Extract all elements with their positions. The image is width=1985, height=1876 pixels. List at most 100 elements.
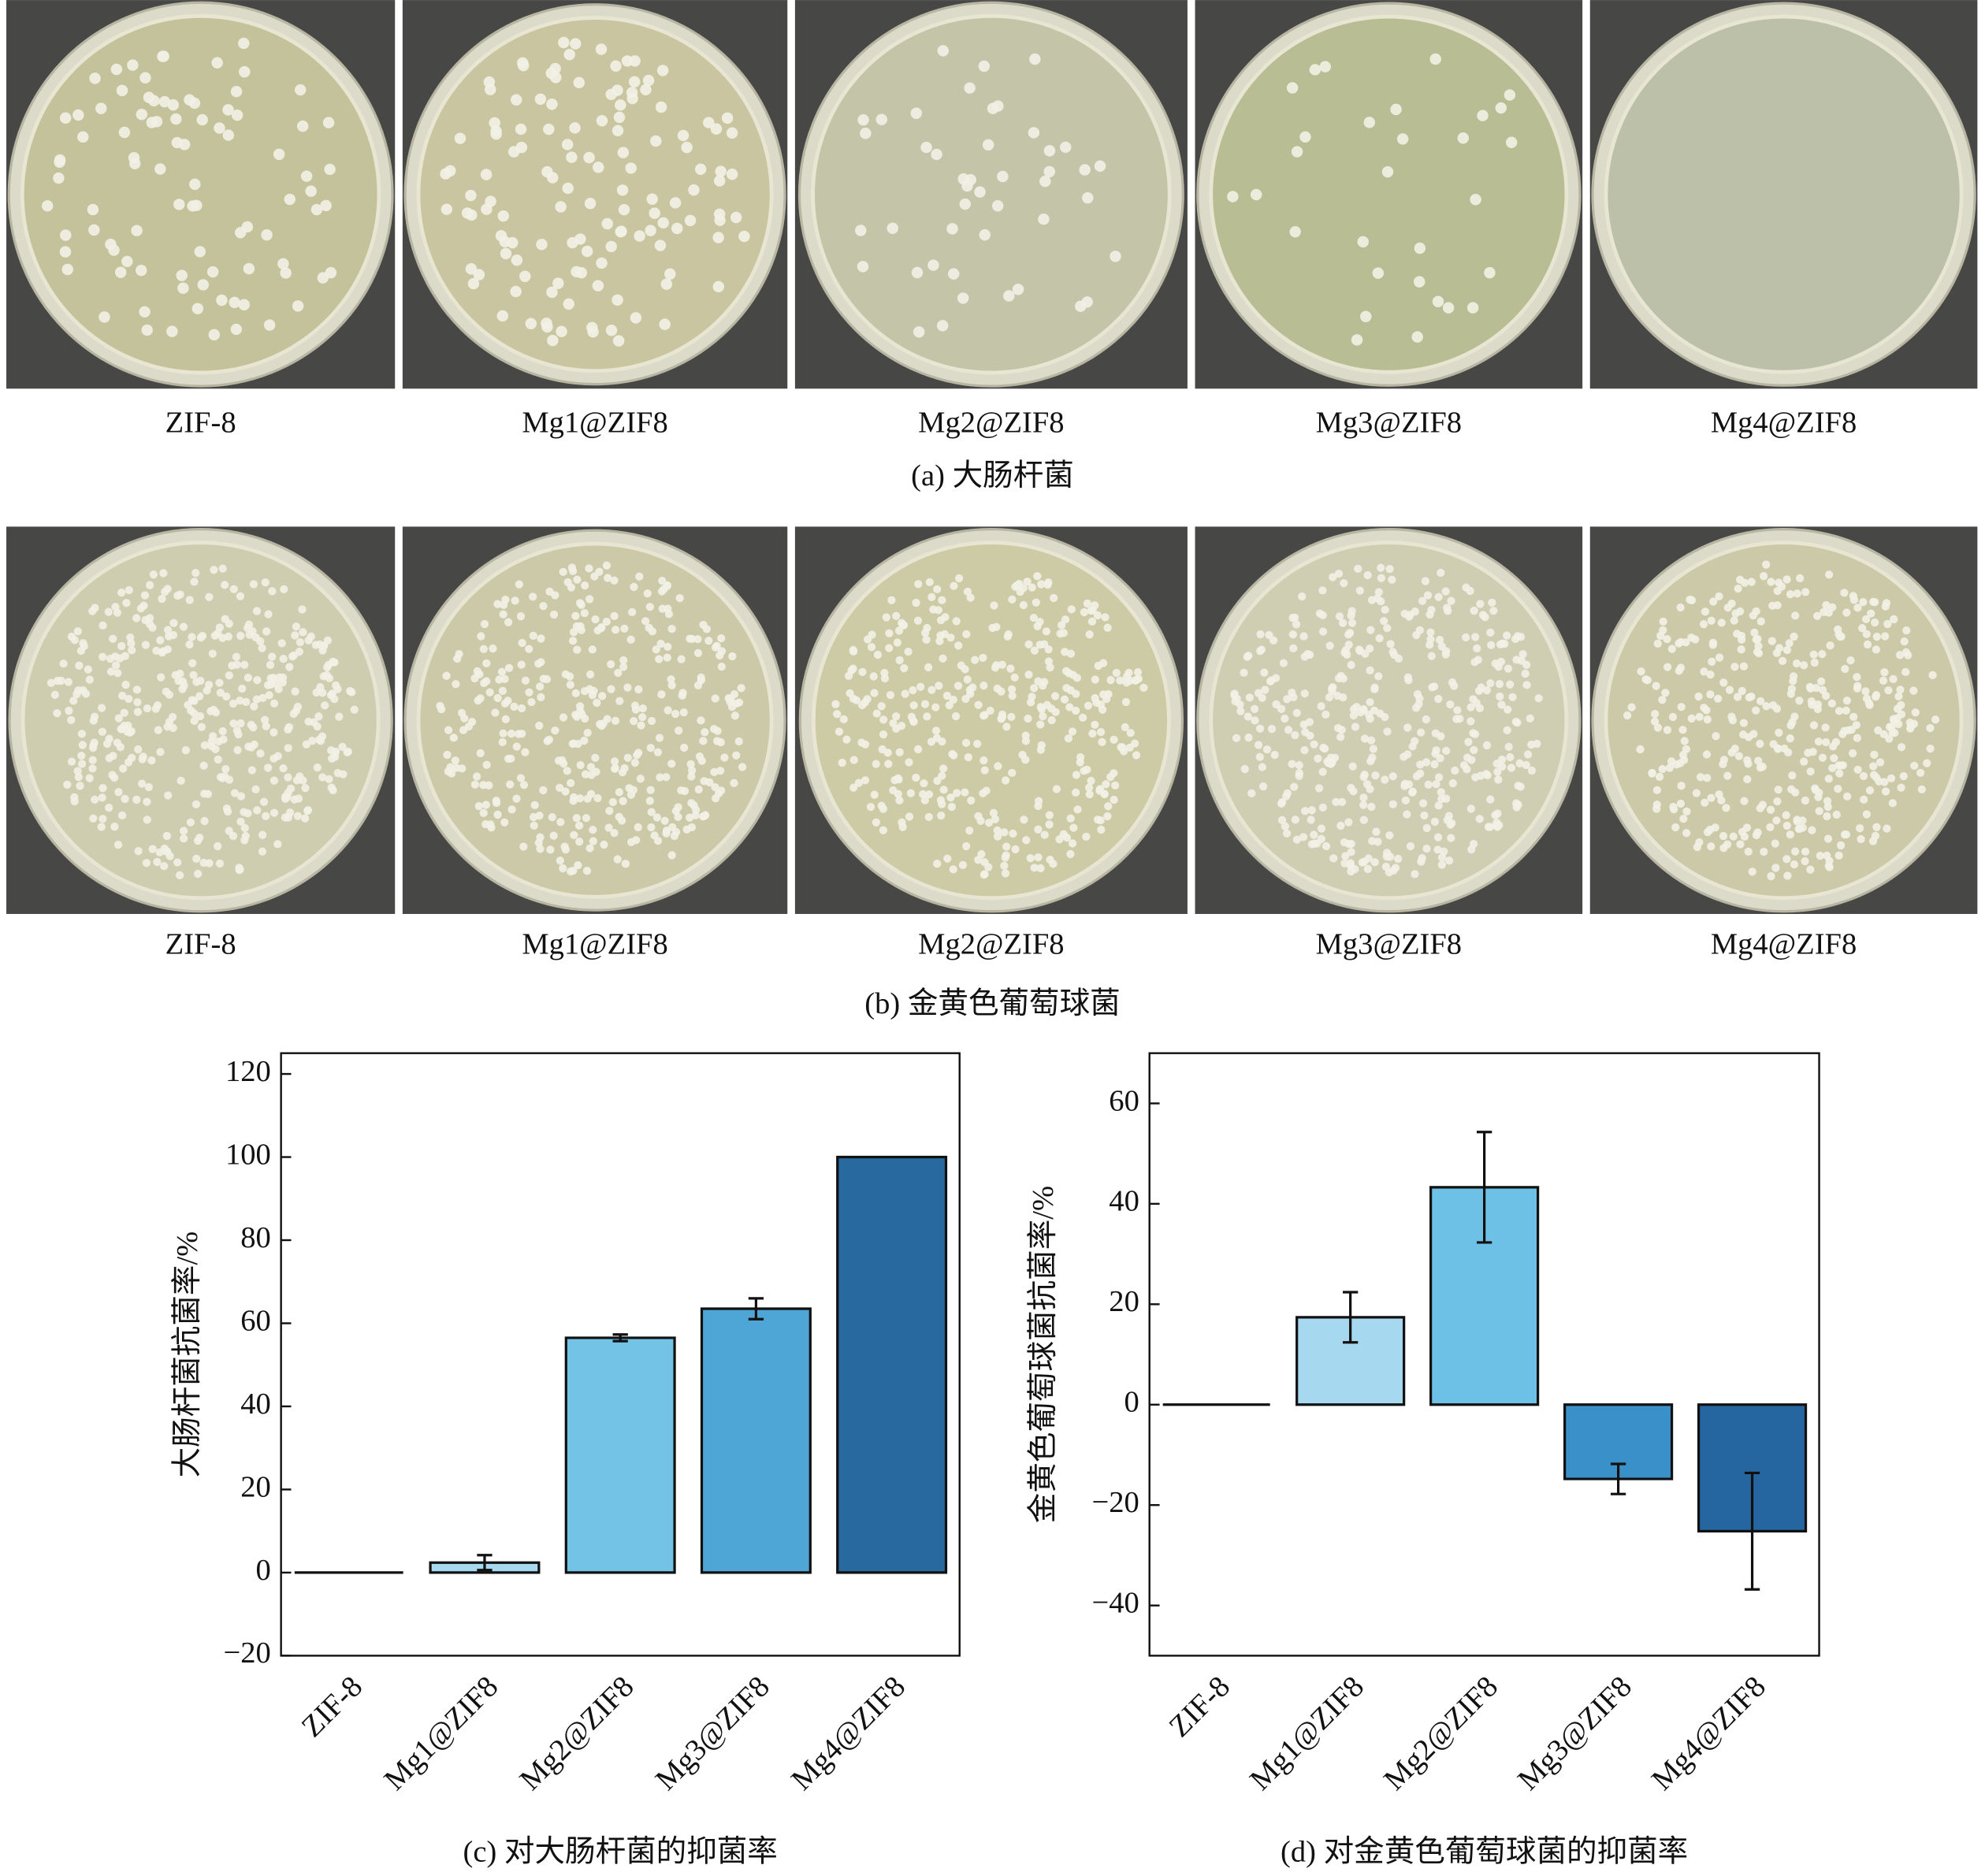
colony [1659, 617, 1667, 626]
colony [269, 776, 279, 785]
colony [674, 803, 682, 812]
colony [993, 826, 1002, 835]
colony [1821, 692, 1831, 700]
colony [259, 797, 269, 806]
colony [1888, 799, 1898, 808]
colony [136, 108, 148, 121]
colony [1771, 839, 1779, 848]
colony [586, 789, 596, 798]
colony [1281, 714, 1289, 723]
colony [904, 647, 913, 656]
colony [671, 222, 683, 235]
colony [452, 680, 460, 689]
colony [473, 269, 485, 280]
colony [1853, 682, 1862, 690]
colony [171, 136, 184, 149]
colony [948, 268, 960, 280]
colony [663, 653, 671, 662]
colony [529, 593, 537, 601]
colony [214, 122, 225, 134]
colony [269, 808, 279, 817]
petri-photo [1589, 526, 1978, 914]
colony [938, 596, 946, 604]
colony [1931, 715, 1940, 724]
colony [998, 660, 1007, 669]
colony [198, 631, 207, 641]
colony [1006, 664, 1015, 673]
bar [700, 1307, 812, 1574]
colony [1487, 641, 1496, 649]
colony [54, 154, 66, 166]
bar [1563, 1403, 1674, 1480]
colony [1806, 865, 1815, 874]
colony [482, 677, 491, 685]
colony [516, 612, 526, 621]
colony [1470, 193, 1481, 206]
colony [675, 726, 683, 735]
colony [1623, 711, 1632, 720]
colony [173, 591, 182, 600]
colony [1715, 653, 1724, 662]
colony [1506, 752, 1515, 762]
colony [1652, 682, 1660, 690]
bar [564, 1336, 676, 1574]
colony [105, 734, 113, 743]
colony [575, 266, 588, 279]
colony [215, 623, 225, 632]
colony [1255, 724, 1265, 733]
colony [1427, 652, 1436, 660]
colony [716, 767, 725, 775]
colony [1243, 712, 1252, 721]
colony [1821, 723, 1830, 732]
colony [256, 637, 265, 646]
colony [638, 704, 648, 713]
colony [1734, 752, 1744, 760]
colony [663, 581, 671, 590]
colony [214, 737, 223, 746]
colony [273, 148, 285, 161]
colony [1091, 720, 1099, 730]
colony [728, 652, 737, 661]
colony [1788, 771, 1797, 780]
colony [476, 749, 485, 758]
colony [1016, 587, 1024, 596]
panel-caption: (a) 大肠杆菌 [911, 459, 1074, 492]
colony [1786, 830, 1794, 839]
colony [178, 677, 188, 685]
colony [176, 269, 188, 281]
colony [192, 854, 201, 864]
colony [1314, 754, 1322, 763]
colony [1052, 785, 1061, 793]
colony [1466, 586, 1474, 596]
colony [592, 280, 604, 292]
colony [655, 655, 664, 663]
colony [1790, 860, 1799, 869]
colony [1004, 630, 1013, 639]
colony [286, 784, 296, 793]
colony [537, 693, 545, 702]
colony [1768, 637, 1776, 645]
colony [128, 646, 136, 655]
colony [854, 778, 864, 787]
colony [1305, 718, 1314, 726]
colony [260, 715, 269, 724]
colony [236, 631, 245, 641]
colony [268, 652, 277, 661]
colony [158, 95, 171, 108]
colony [1330, 753, 1340, 762]
colony [1447, 834, 1455, 842]
colony [1009, 829, 1017, 838]
colony [519, 842, 528, 851]
colony [1008, 768, 1017, 777]
colony [1727, 600, 1736, 608]
colony [536, 238, 548, 251]
colony [88, 224, 100, 236]
colony [1872, 632, 1881, 641]
colony [954, 574, 964, 583]
colony [573, 76, 585, 89]
colony [1377, 597, 1385, 606]
colony [1708, 638, 1718, 647]
colony [1680, 737, 1689, 745]
colony [1093, 815, 1102, 824]
colony [592, 767, 600, 776]
